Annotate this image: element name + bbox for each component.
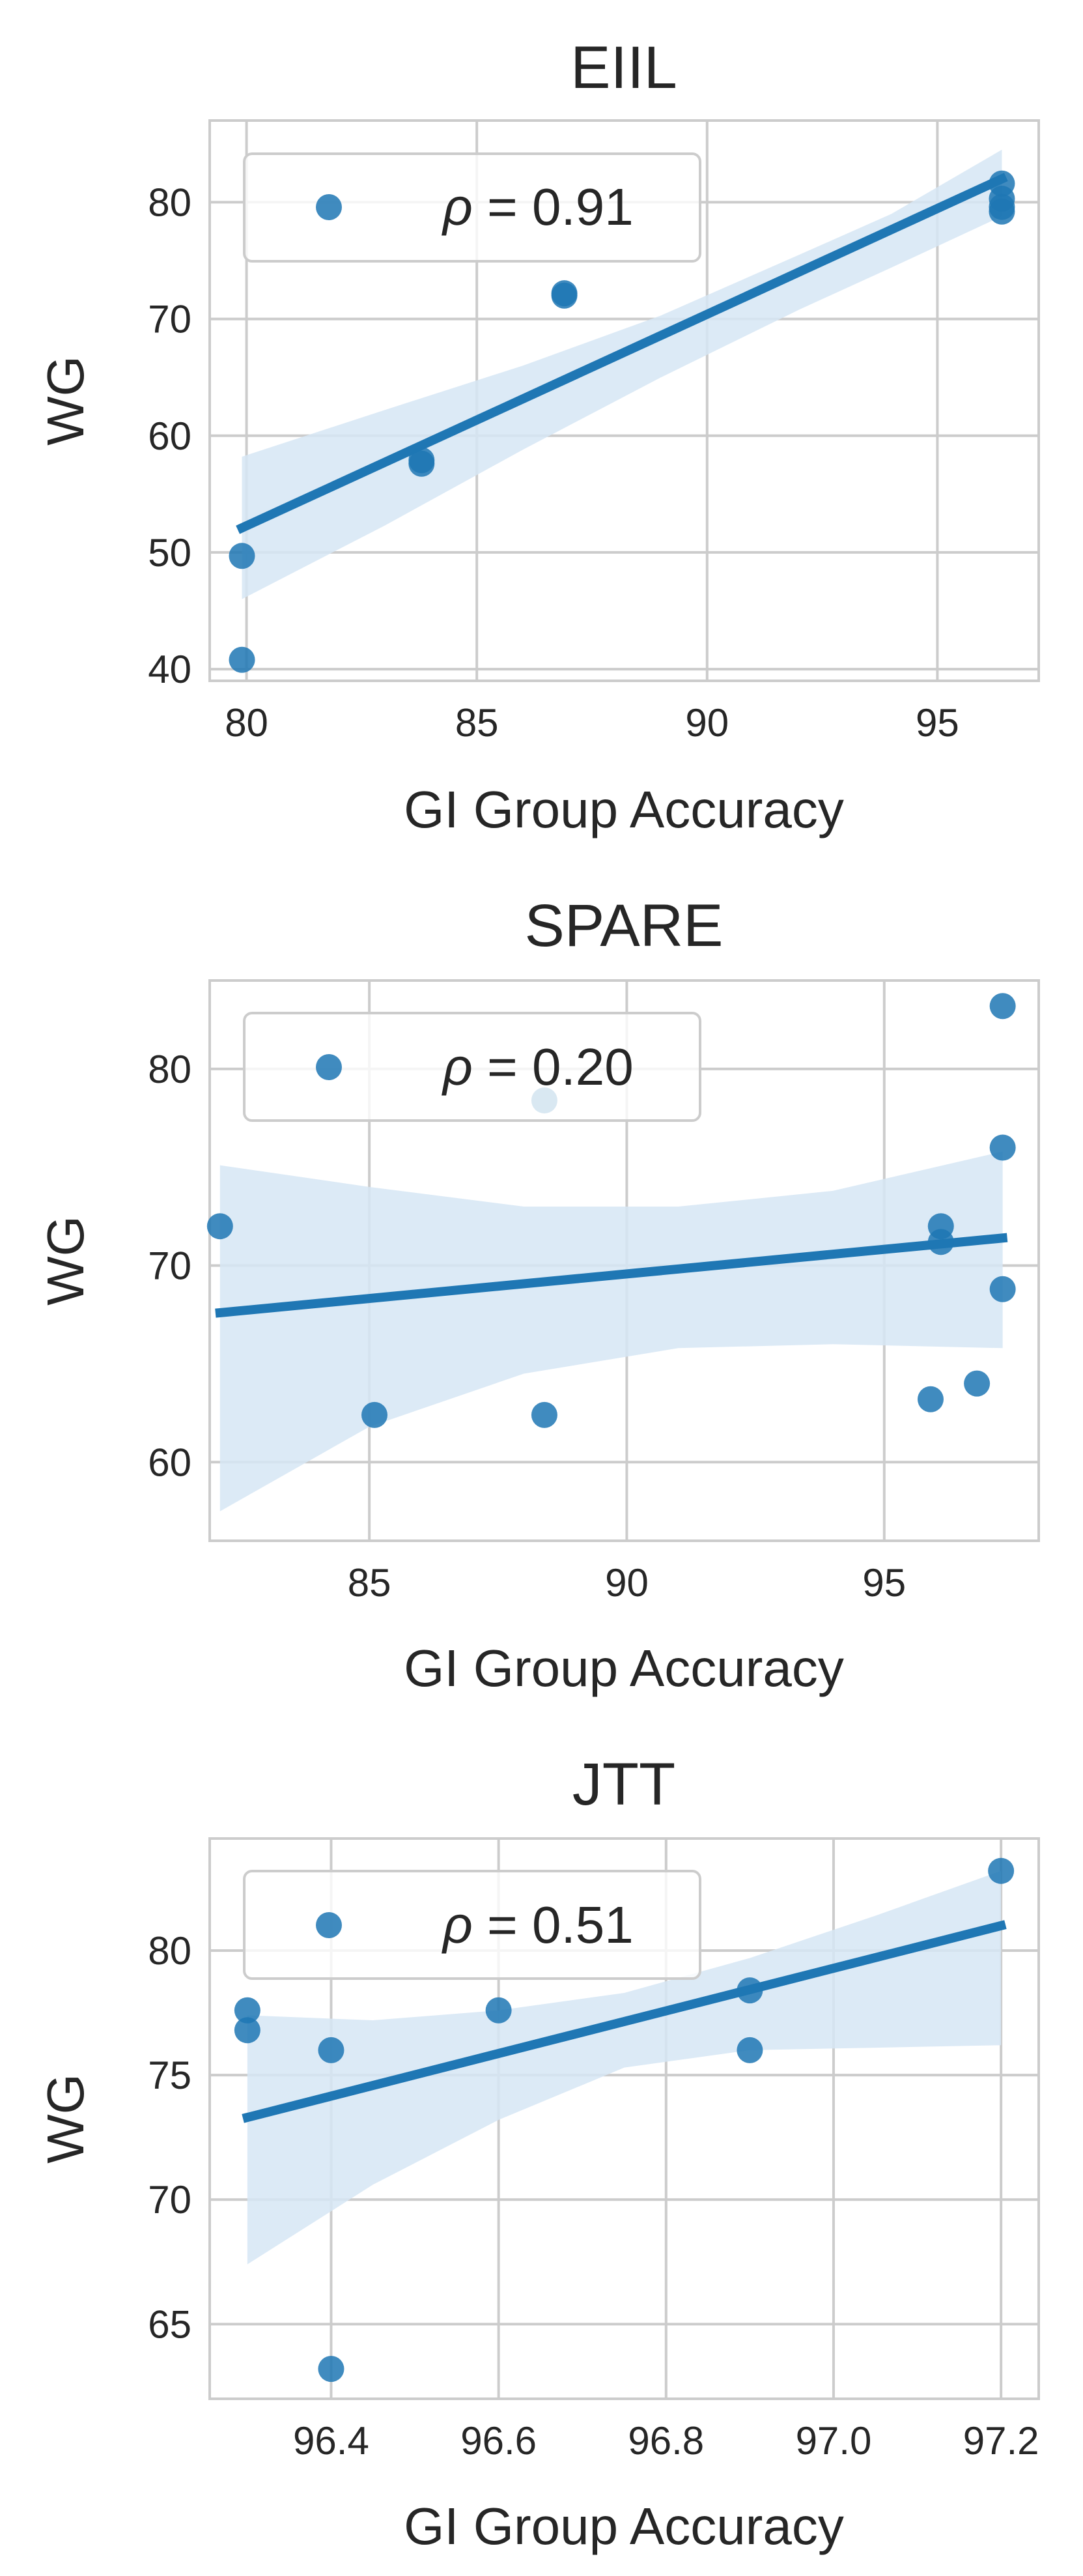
legend-marker xyxy=(316,194,342,220)
fit-line xyxy=(236,173,1008,534)
x-axis-label: GI Group Accuracy xyxy=(404,780,844,838)
y-axis-label: WG xyxy=(36,1216,94,1306)
plot-area xyxy=(208,119,1040,682)
x-tick-label: 96.6 xyxy=(460,2419,537,2463)
confidence-band xyxy=(219,1151,1003,1511)
data-point xyxy=(917,1386,944,1412)
panel-title: EIIL xyxy=(570,35,677,101)
legend-box xyxy=(243,1870,701,1980)
x-tick-label: 97.2 xyxy=(963,2419,1039,2463)
plot-area xyxy=(208,1837,1040,2400)
regression-line xyxy=(215,1233,1008,1318)
y-tick-label: 50 xyxy=(148,531,191,575)
legend-label: ρ = 0.91 xyxy=(442,178,634,236)
points xyxy=(229,170,1015,673)
data-point xyxy=(964,1370,991,1397)
x-axis-label: GI Group Accuracy xyxy=(404,1639,844,1697)
y-tick-label: 70 xyxy=(148,1244,191,1288)
data-point xyxy=(927,1213,954,1240)
y-tick-label: 60 xyxy=(148,414,191,458)
legend-box xyxy=(243,152,701,263)
ticks: 85 90 95 60 70 80 xyxy=(148,1048,906,1605)
y-tick-label: 70 xyxy=(148,2178,191,2222)
ticks: 96.4 96.6 96.8 97.0 97.2 65 70 75 80 xyxy=(148,1929,1039,2463)
x-tick-label: 95 xyxy=(862,1561,906,1605)
legend: ρ = 0.20 xyxy=(243,1012,701,1122)
legend-label: ρ = 0.51 xyxy=(442,1896,634,1954)
y-tick-label: 80 xyxy=(148,1929,191,1973)
data-point xyxy=(989,1134,1016,1161)
data-point xyxy=(234,2017,260,2044)
legend-label: ρ = 0.20 xyxy=(442,1038,634,1096)
x-tick-label: 95 xyxy=(916,701,959,745)
x-tick-label: 96.4 xyxy=(293,2419,369,2463)
fit-line xyxy=(215,1233,1008,1318)
y-axis-label: WG xyxy=(36,2074,94,2164)
regression-line xyxy=(242,1920,1007,2123)
ticks: 80 85 90 95 40 50 60 70 80 xyxy=(148,180,959,745)
y-tick-label: 65 xyxy=(148,2302,191,2346)
y-tick-label: 70 xyxy=(148,298,191,341)
data-point xyxy=(408,447,435,474)
y-axis-label: WG xyxy=(36,356,94,446)
legend-box xyxy=(243,1012,701,1122)
x-axis-label: GI Group Accuracy xyxy=(404,2497,844,2555)
data-point xyxy=(229,646,255,673)
data-point xyxy=(318,2037,345,2063)
y-tick-label: 60 xyxy=(148,1440,191,1484)
x-tick-label: 96.8 xyxy=(628,2419,704,2463)
regression-line xyxy=(236,173,1008,534)
legend: ρ = 0.91 xyxy=(243,152,701,263)
data-point xyxy=(318,2356,345,2383)
panel-eiil: EIIL 80 85 90 95 40 50 60 70 80 ρ = 0.91 GI Grou… xyxy=(36,35,1040,838)
data-point xyxy=(206,1213,233,1240)
x-tick-label: 90 xyxy=(605,1561,649,1605)
data-point xyxy=(229,543,255,569)
panel-title: SPARE xyxy=(524,893,723,959)
data-point xyxy=(551,280,578,307)
data-point xyxy=(989,1276,1016,1302)
x-tick-label: 80 xyxy=(225,701,268,745)
x-tick-label: 97.0 xyxy=(796,2419,872,2463)
data-point xyxy=(989,993,1016,1020)
x-tick-label: 90 xyxy=(685,701,729,745)
data-point xyxy=(988,1857,1015,1884)
data-point xyxy=(737,1977,763,2004)
plot-area xyxy=(208,979,1040,1542)
points xyxy=(234,1857,1015,2383)
data-point xyxy=(234,1997,260,2024)
x-tick-label: 85 xyxy=(348,1561,391,1605)
y-tick-label: 40 xyxy=(148,648,191,691)
panel-title: JTT xyxy=(572,1751,675,1818)
data-point xyxy=(485,1997,512,2024)
legend-marker xyxy=(316,1912,342,1938)
panel-spare: SPARE 85 90 95 60 70 80 ρ = 0.20 GI Group Acc… xyxy=(36,893,1040,1697)
x-tick-label: 85 xyxy=(455,701,499,745)
data-point xyxy=(361,1401,388,1428)
y-tick-label: 80 xyxy=(148,180,191,224)
data-point xyxy=(531,1401,557,1428)
fit-line xyxy=(242,1920,1007,2123)
legend-marker xyxy=(316,1054,342,1080)
confidence-band-area xyxy=(219,1151,1003,1511)
data-point xyxy=(737,2037,763,2063)
y-tick-label: 75 xyxy=(148,2054,191,2097)
data-point xyxy=(989,170,1015,197)
legend: ρ = 0.51 xyxy=(243,1870,701,1980)
panel-jtt: JTT 96.4 96.6 96.8 97.0 97.2 65 70 75 80 ρ = 0.5… xyxy=(36,1751,1040,2555)
y-tick-label: 80 xyxy=(148,1048,191,1091)
